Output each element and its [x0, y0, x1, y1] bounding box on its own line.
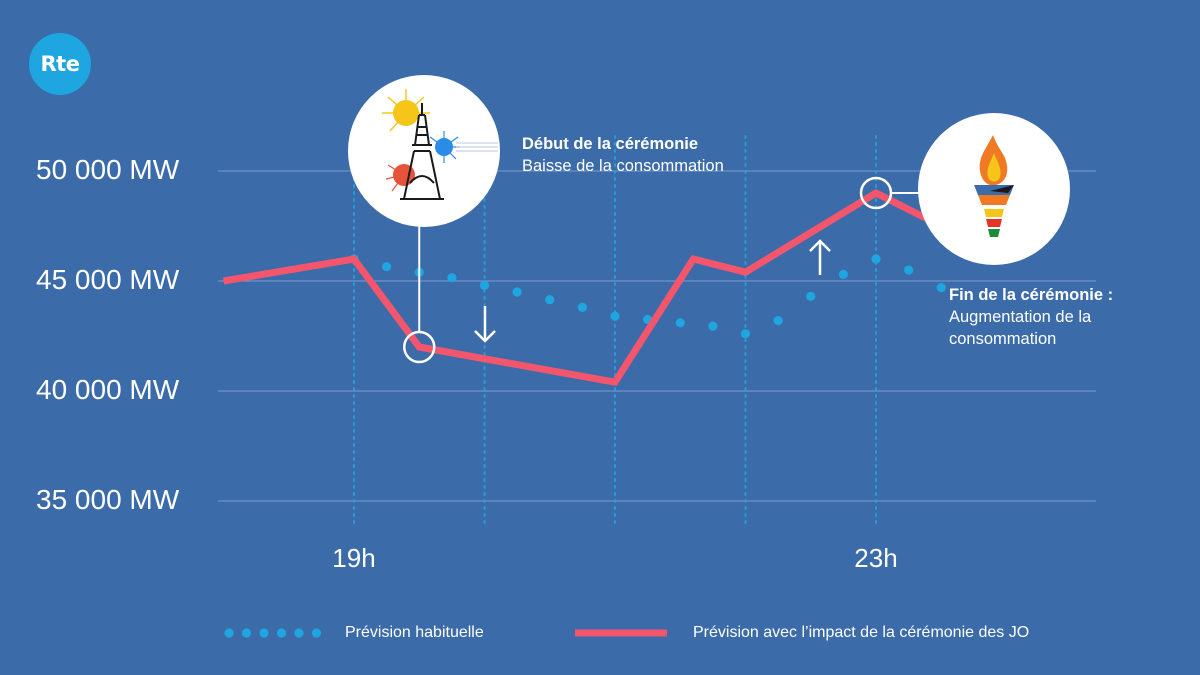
usual-forecast-point [545, 295, 555, 305]
usual-forecast-point [806, 291, 816, 301]
annotation-title: Début de la cérémonie [522, 135, 699, 153]
y-tick-label: 40 000 MW [36, 374, 180, 405]
usual-forecast-point [577, 302, 587, 312]
usual-forecast-point [479, 280, 490, 290]
y-tick-label: 50 000 MW [36, 154, 180, 185]
x-tick-label: 19h [332, 543, 376, 573]
usual-forecast-point [838, 269, 848, 279]
arrow-down-icon [474, 306, 496, 343]
usual-forecast-point [904, 265, 914, 275]
legend-label-ceremony: Prévision avec l’impact de la cérémonie … [693, 624, 1030, 641]
arrow-up-icon [809, 239, 831, 275]
usual-forecast-point [610, 311, 620, 321]
ceremony-forecast-line [222, 188, 930, 387]
x-tick-label: 23h [854, 543, 898, 573]
rte-logo: Rte [29, 33, 91, 95]
annotation-text-line: consommation [949, 330, 1057, 348]
usual-forecast-point [382, 262, 392, 272]
y-tick-label: 35 000 MW [36, 484, 180, 515]
usual-forecast-point [675, 318, 685, 328]
annotation-text-line: Augmentation de la [949, 308, 1092, 326]
usual-forecast-point [871, 254, 881, 264]
legend-swatch-usual [224, 628, 322, 638]
legend-label-usual: Prévision habituelle [345, 624, 484, 641]
annotation-title: Fin de la cérémonie : [949, 286, 1114, 304]
series-layer [222, 188, 946, 387]
eiffel-tower-fireworks-icon [348, 75, 500, 227]
usual-forecast-point [512, 287, 522, 297]
usual-forecast-point [936, 283, 946, 293]
marker-layer [403, 176, 920, 364]
usual-forecast-point [447, 273, 457, 283]
annotation-ceremony-end: Fin de la cérémonie : Augmentation de la… [949, 284, 1113, 350]
annotation-text: Baisse de la consommation [522, 157, 724, 175]
usual-forecast-point [740, 329, 751, 339]
legend-layer [224, 628, 667, 638]
annotation-marker [403, 330, 436, 364]
y-tick-label: 45 000 MW [36, 264, 180, 295]
arrow-layer [474, 239, 831, 343]
annotation-marker [859, 176, 893, 210]
usual-forecast-point [708, 321, 718, 331]
annotation-ceremony-start: Début de la cérémonie Baisse de la conso… [522, 133, 724, 177]
olympic-torch-icon [918, 113, 1070, 265]
usual-forecast-point [773, 316, 783, 326]
logo-text: Rte [40, 52, 80, 76]
